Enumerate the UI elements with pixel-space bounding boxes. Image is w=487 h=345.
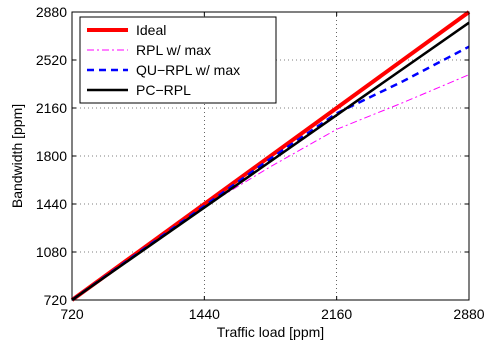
legend-label-2: QU−RPL w/ max [136, 62, 240, 78]
series-layer [70, 10, 471, 302]
y-tick-label: 1440 [36, 196, 67, 212]
x-tick-label: 2880 [453, 306, 484, 322]
x-tick-label: 720 [60, 306, 84, 322]
legend-label-1: RPL w/ max [136, 42, 211, 58]
y-tick-label: 1800 [36, 148, 67, 164]
y-tick-label: 1080 [36, 244, 67, 260]
series-line-1 [71, 74, 470, 301]
y-axis-label: Bandwidth [ppm] [9, 104, 25, 208]
y-tick-label: 2160 [36, 100, 67, 116]
legend-label-3: PC−RPL [136, 82, 191, 98]
ticks: 720 1440 2160 2880 720 1080 1440 1800 2160 2520 28… [36, 4, 485, 322]
series-line-3 [71, 21, 470, 302]
y-tick-label: 2880 [36, 4, 67, 20]
series-line-0 [70, 10, 471, 302]
x-tick-label: 2160 [321, 306, 352, 322]
y-tick-label: 720 [44, 292, 68, 308]
x-tick-label: 1440 [189, 306, 220, 322]
y-tick-label: 2520 [36, 52, 67, 68]
legend-label-0: Ideal [136, 22, 166, 38]
x-axis-label: Traffic load [ppm] [217, 324, 324, 340]
legend: Ideal RPL w/ max QU−RPL w/ max PC−RPL [79, 16, 277, 104]
